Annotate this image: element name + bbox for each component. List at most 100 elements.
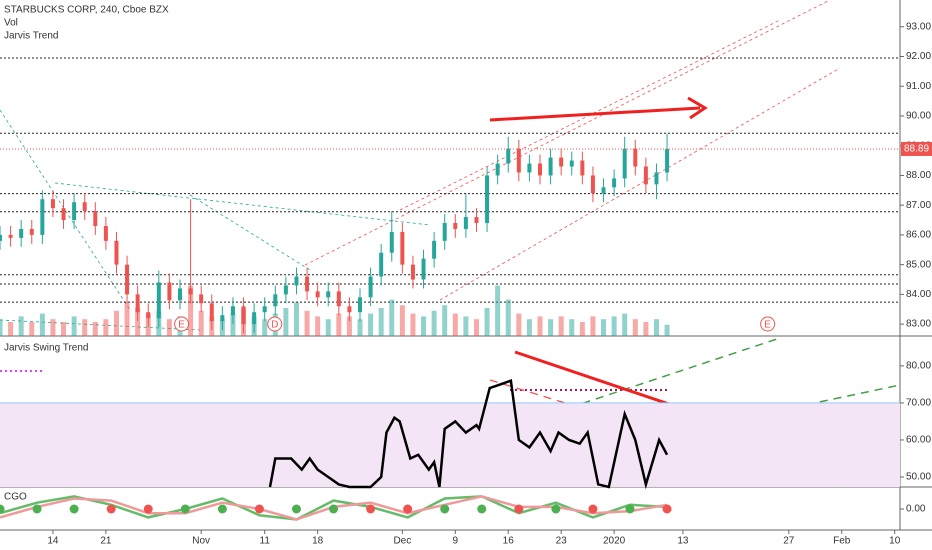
candle-body bbox=[209, 303, 214, 322]
candle-body bbox=[294, 276, 299, 286]
event-marker bbox=[174, 316, 190, 332]
y-tick-label: 93.00 bbox=[906, 21, 931, 32]
y-tick-label: 80.00 bbox=[906, 361, 931, 372]
last-price-label: 88.89 bbox=[904, 144, 929, 155]
candle-body bbox=[40, 199, 45, 235]
candle-body bbox=[241, 306, 246, 325]
candle-body bbox=[622, 148, 627, 179]
candle-body bbox=[654, 172, 659, 185]
volume-bar bbox=[325, 319, 331, 336]
event-label: D bbox=[271, 320, 278, 331]
candle-body bbox=[8, 234, 13, 238]
volume-bar bbox=[71, 316, 77, 336]
volume-bar bbox=[558, 316, 564, 336]
volume-bar bbox=[82, 319, 88, 336]
candle-body bbox=[665, 148, 670, 173]
candle-body bbox=[220, 315, 225, 322]
volume-bar bbox=[473, 319, 479, 336]
candle-body bbox=[633, 148, 638, 167]
y-tick-label: 91.00 bbox=[906, 81, 931, 92]
candle-body bbox=[135, 294, 140, 313]
volume-bar bbox=[548, 319, 554, 336]
candle-body bbox=[61, 208, 66, 221]
y-tick-label: 92.00 bbox=[906, 51, 931, 62]
volume-bar bbox=[346, 316, 352, 336]
x-tick-label: 10 bbox=[889, 536, 901, 547]
candle-body bbox=[485, 175, 490, 224]
candle-body bbox=[368, 276, 373, 298]
event-label: E bbox=[178, 320, 185, 331]
volume-bar bbox=[516, 313, 522, 336]
channel-line bbox=[439, 67, 841, 301]
volume-bar bbox=[410, 313, 416, 336]
candle-body bbox=[167, 282, 172, 301]
volume-bar bbox=[113, 310, 119, 336]
candle-body bbox=[569, 160, 574, 167]
volume-bar bbox=[601, 319, 607, 336]
y-tick-label: 84.00 bbox=[906, 289, 931, 300]
volume-bar bbox=[505, 299, 511, 336]
volume-bar bbox=[262, 319, 268, 336]
candle-body bbox=[114, 240, 119, 265]
candle-body bbox=[283, 285, 288, 295]
volume-bar bbox=[452, 313, 458, 336]
volume-bar bbox=[315, 316, 321, 336]
cgo-dot bbox=[69, 504, 79, 514]
indicator-title[interactable]: Jarvis Trend bbox=[4, 31, 58, 42]
cgo-dot bbox=[0, 504, 5, 514]
volume-bar bbox=[622, 313, 628, 336]
volume-bar bbox=[643, 322, 649, 336]
volume-bar bbox=[399, 305, 405, 336]
cgo-dot bbox=[32, 504, 42, 514]
candle-body bbox=[315, 291, 320, 298]
pane-title[interactable]: CGO bbox=[4, 492, 27, 503]
candle-body bbox=[463, 217, 468, 229]
volume-bar bbox=[92, 322, 98, 336]
volume-bar bbox=[579, 322, 585, 336]
candle-body bbox=[188, 288, 193, 295]
volume-bar bbox=[526, 319, 532, 336]
candle-body bbox=[453, 223, 458, 229]
y-tick-label: 70.00 bbox=[906, 398, 931, 409]
candle-body bbox=[400, 231, 405, 265]
volume-bar bbox=[357, 319, 363, 336]
y-tick-label: 0.00 bbox=[906, 504, 926, 515]
candle-body bbox=[432, 240, 437, 259]
symbol-title[interactable]: STARBUCKS CORP, 240, Cboe BZX bbox=[4, 5, 169, 16]
cgo-dot bbox=[254, 504, 264, 514]
cgo-dot bbox=[477, 504, 487, 514]
candle-body bbox=[156, 282, 161, 319]
candle-body bbox=[0, 234, 2, 241]
candle-body bbox=[559, 157, 564, 167]
x-tick-label: 18 bbox=[312, 536, 324, 547]
candle-body bbox=[442, 223, 447, 241]
y-tick-label: 85.00 bbox=[906, 259, 931, 270]
candle-body bbox=[516, 148, 521, 173]
candle-body bbox=[495, 163, 500, 176]
pane-title[interactable]: Jarvis Swing Trend bbox=[4, 343, 88, 354]
channel-line bbox=[304, 0, 831, 266]
volume-bar bbox=[632, 319, 638, 336]
volume-bar bbox=[135, 308, 141, 336]
cgo-dot bbox=[329, 504, 339, 514]
volume-bar bbox=[304, 310, 310, 336]
trend-line bbox=[54, 182, 431, 226]
x-tick-label: 23 bbox=[556, 536, 568, 547]
trend-line bbox=[329, 337, 781, 488]
volume-bar bbox=[293, 302, 299, 336]
event-marker bbox=[267, 316, 283, 332]
candle-body bbox=[612, 178, 617, 188]
candle-body bbox=[103, 225, 108, 241]
cgo-dot bbox=[440, 504, 450, 514]
candle-body bbox=[643, 166, 648, 185]
volume-bar bbox=[198, 310, 204, 336]
candle-body bbox=[601, 187, 606, 194]
vol-title[interactable]: Vol bbox=[4, 18, 18, 29]
arrow bbox=[489, 106, 701, 122]
volume-bar bbox=[124, 302, 130, 336]
volume-bar bbox=[389, 299, 395, 336]
candle-body bbox=[273, 294, 278, 307]
y-tick-label: 83.00 bbox=[906, 319, 931, 330]
volume-bar bbox=[378, 308, 384, 336]
